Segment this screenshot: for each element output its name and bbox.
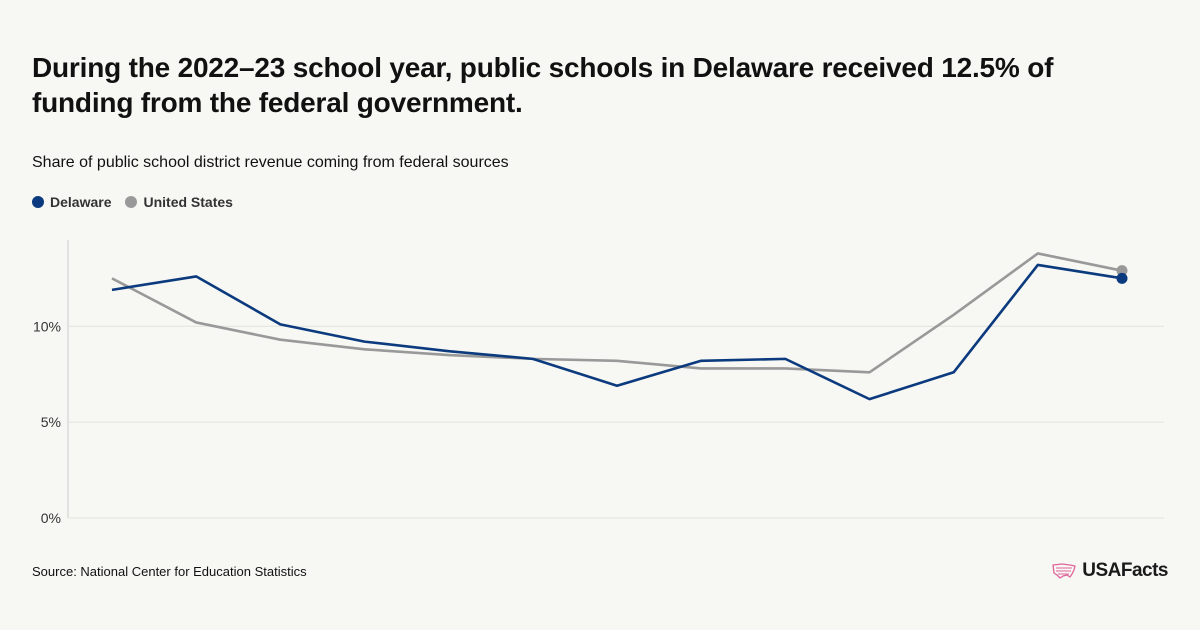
legend-dot-delaware [32, 196, 44, 208]
series-line-united-states [111, 252, 1123, 374]
end-point-united-states [1116, 265, 1128, 277]
end-point-delaware [1116, 272, 1128, 284]
y-tick-label: 10% [33, 318, 61, 334]
series-line-delaware [111, 263, 1123, 401]
source-note: Source: National Center for Education St… [32, 564, 307, 579]
legend-label-delaware: Delaware [50, 194, 112, 210]
legend: Delaware United States [32, 194, 233, 210]
y-tick-label: 5% [41, 414, 61, 430]
legend-item-united-states: United States [125, 194, 233, 210]
grid-layer: 0% 5% 10% [33, 240, 1164, 526]
series-layer [111, 252, 1128, 401]
chart-subtitle: Share of public school district revenue … [32, 154, 509, 171]
chart-title: During the 2022–23 school year, public s… [32, 52, 1054, 118]
line-chart: 0% 5% 10% [33, 240, 1164, 526]
y-tick-label: 0% [41, 510, 61, 526]
us-map-icon [1052, 563, 1076, 579]
legend-label-united-states: United States [143, 194, 233, 210]
usafacts-logo: USAFacts [1051, 560, 1168, 582]
brand-name: USAFacts [1082, 560, 1168, 581]
legend-item-delaware: Delaware [32, 194, 111, 210]
legend-dot-united-states [125, 196, 138, 208]
